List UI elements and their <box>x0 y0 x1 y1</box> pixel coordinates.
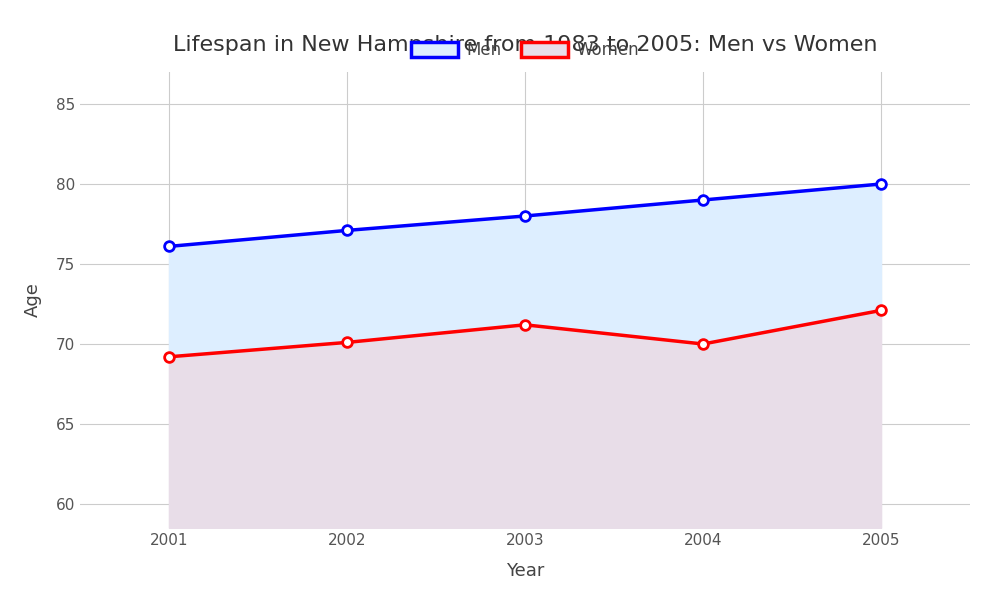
X-axis label: Year: Year <box>506 562 544 580</box>
Title: Lifespan in New Hampshire from 1983 to 2005: Men vs Women: Lifespan in New Hampshire from 1983 to 2… <box>173 35 877 55</box>
Y-axis label: Age: Age <box>24 283 42 317</box>
Legend: Men, Women: Men, Women <box>404 35 646 66</box>
